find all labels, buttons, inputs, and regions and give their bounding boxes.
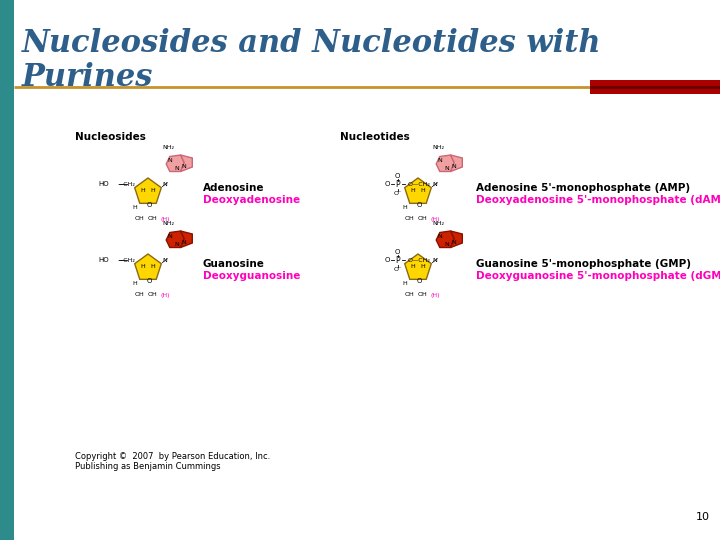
Text: P: P [395, 256, 400, 265]
Text: Guanosine: Guanosine [203, 259, 265, 269]
Text: H: H [410, 187, 415, 192]
Text: OH: OH [418, 217, 428, 221]
Text: N: N [168, 233, 172, 239]
Text: N: N [181, 240, 186, 246]
Text: N: N [451, 240, 456, 246]
Text: OH: OH [135, 293, 145, 298]
Text: NH₂: NH₂ [433, 145, 445, 150]
Text: Nucleosides: Nucleosides [75, 132, 146, 142]
Text: Publishing as Benjamin Cummings: Publishing as Benjamin Cummings [75, 462, 220, 471]
Polygon shape [436, 231, 454, 247]
Polygon shape [451, 155, 462, 172]
Text: HO: HO [98, 181, 109, 187]
Text: H: H [420, 264, 426, 268]
Polygon shape [436, 155, 454, 172]
Text: O—CH₂: O—CH₂ [408, 258, 431, 263]
Text: Deoxyguanosine 5'-monophosphate (dGMP): Deoxyguanosine 5'-monophosphate (dGMP) [476, 271, 720, 281]
Text: OH: OH [148, 217, 158, 221]
Text: O⁻: O⁻ [393, 267, 402, 272]
Text: O: O [385, 258, 390, 264]
Text: H: H [140, 264, 145, 268]
Text: N: N [174, 242, 179, 247]
Text: N: N [174, 166, 179, 172]
Text: Nucleotides: Nucleotides [340, 132, 410, 142]
Text: O: O [416, 201, 422, 207]
Polygon shape [405, 178, 431, 204]
Text: O: O [395, 249, 400, 255]
Text: O: O [385, 181, 390, 187]
Text: N: N [162, 258, 167, 263]
Text: (H): (H) [160, 217, 169, 221]
Text: OH: OH [135, 217, 145, 221]
Polygon shape [181, 231, 192, 247]
Text: P: P [395, 180, 400, 189]
Text: N: N [444, 166, 449, 172]
Text: NH₂: NH₂ [163, 221, 175, 226]
Text: N: N [432, 258, 437, 263]
Text: —CH₂: —CH₂ [117, 182, 135, 187]
Polygon shape [166, 231, 184, 247]
Text: O—CH₂: O—CH₂ [408, 182, 431, 187]
Text: Adenosine: Adenosine [203, 183, 264, 193]
Text: (H): (H) [160, 293, 169, 298]
Text: H: H [132, 205, 137, 210]
Text: Deoxyadenosine: Deoxyadenosine [203, 195, 300, 205]
Text: Adenosine 5'-monophosphate (AMP): Adenosine 5'-monophosphate (AMP) [476, 183, 690, 193]
Text: H: H [150, 187, 156, 192]
Text: O: O [416, 278, 422, 284]
Text: HO: HO [98, 257, 109, 264]
Text: N: N [162, 182, 167, 187]
Text: O: O [146, 278, 152, 284]
Text: Guanosine 5'-monophosphate (GMP): Guanosine 5'-monophosphate (GMP) [476, 259, 691, 269]
Polygon shape [181, 155, 192, 172]
Text: H: H [410, 264, 415, 268]
Text: OH: OH [405, 293, 415, 298]
Text: H: H [150, 264, 156, 268]
Polygon shape [135, 178, 161, 204]
Text: O: O [146, 201, 152, 207]
Text: Deoxyadenosine 5'-monophosphate (dAMP): Deoxyadenosine 5'-monophosphate (dAMP) [476, 195, 720, 205]
Text: Purines: Purines [22, 62, 153, 93]
Bar [0, 0, 14, 540]
Text: N: N [451, 165, 456, 170]
Text: Nucleosides and Nucleotides with: Nucleosides and Nucleotides with [22, 28, 601, 59]
Text: H: H [402, 281, 407, 286]
Polygon shape [166, 155, 184, 172]
Text: H: H [132, 281, 137, 286]
Text: O: O [395, 173, 400, 179]
Text: H: H [420, 187, 426, 192]
Text: N: N [444, 242, 449, 247]
Text: NH₂: NH₂ [163, 145, 175, 150]
Polygon shape [451, 231, 462, 247]
Text: N: N [438, 233, 442, 239]
Text: H: H [140, 187, 145, 192]
Text: 10: 10 [696, 512, 710, 522]
Text: (H): (H) [430, 293, 439, 298]
Text: N: N [168, 158, 172, 163]
Text: —CH₂: —CH₂ [117, 258, 135, 263]
Text: N: N [438, 158, 442, 163]
Polygon shape [135, 254, 161, 279]
Text: N: N [181, 165, 186, 170]
Text: OH: OH [148, 293, 158, 298]
Text: H: H [402, 205, 407, 210]
Polygon shape [405, 254, 431, 279]
Text: N: N [432, 182, 437, 187]
Text: OH: OH [418, 293, 428, 298]
Text: O⁻: O⁻ [393, 191, 402, 196]
Text: Deoxyguanosine: Deoxyguanosine [203, 271, 300, 281]
Text: OH: OH [405, 217, 415, 221]
Bar [590, 80, 720, 94]
Text: NH₂: NH₂ [433, 221, 445, 226]
Text: (H): (H) [430, 217, 439, 221]
Text: Copyright ©  2007  by Pearson Education, Inc.: Copyright © 2007 by Pearson Education, I… [75, 452, 270, 461]
